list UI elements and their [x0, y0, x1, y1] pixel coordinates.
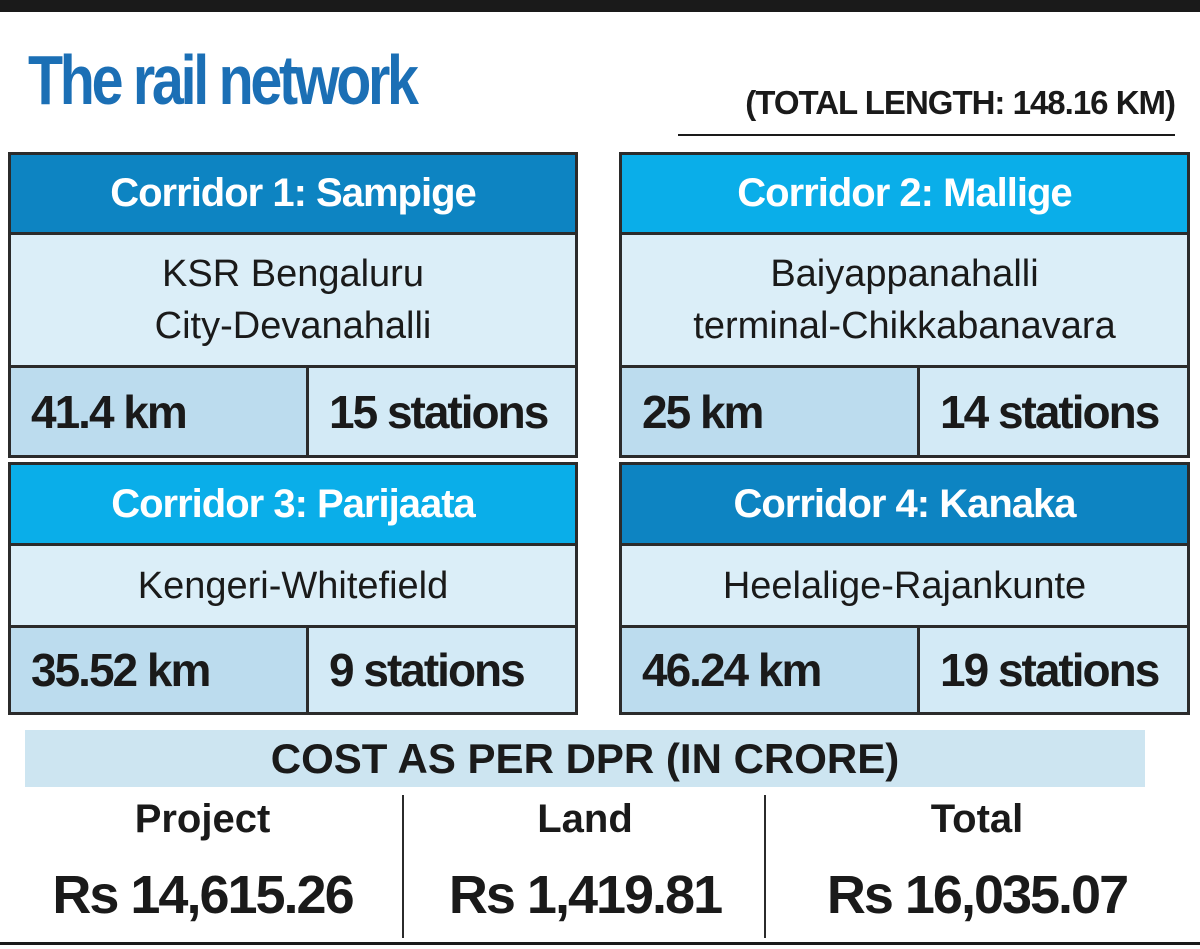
route-line: KSR Bengaluru [162, 253, 424, 295]
cost-label: Total [930, 797, 1024, 841]
bottom-line [0, 942, 1200, 945]
divider [764, 795, 766, 938]
corridor-length: 25 km [622, 368, 917, 455]
corridor-route: Kengeri-Whitefield [11, 546, 575, 625]
corridor-name: Corridor 1: Sampige [11, 155, 575, 232]
corridor-route: KSR Bengaluru City-Devanahalli [11, 235, 575, 365]
route-line: Heelalige-Rajankunte [722, 564, 1087, 607]
corridor-length: 35.52 km [11, 628, 306, 712]
route-line: City-Devanahalli [154, 305, 432, 347]
cost-column: Total Rs 16,035.07 [767, 795, 1187, 940]
cost-label: Project [134, 797, 271, 841]
corridor-card: Corridor 1: Sampige KSR Bengaluru City-Dev… [8, 152, 578, 458]
cost-label: Land [537, 797, 633, 841]
corridor-route: Heelalige-Rajankunte [622, 546, 1187, 625]
route-line: Baiyappanahalli [770, 253, 1039, 295]
cost-value: Rs 14,615.26 [52, 865, 354, 925]
title: The rail network [28, 41, 419, 119]
cost-title: COST AS PER DPR (IN CRORE) [25, 730, 1145, 787]
corridor-stats: 41.4 km 15 stations [11, 368, 575, 455]
corridor-stations: 14 stations [920, 368, 1187, 455]
corridor-stations: 19 stations [920, 628, 1187, 712]
corridor-stats: 35.52 km 9 stations [11, 628, 575, 712]
corridor-card: Corridor 4: Kanaka Heelalige-Rajankunte 46… [619, 462, 1190, 715]
corridor-name: Corridor 3: Parijaata [11, 465, 575, 543]
corridor-card: Corridor 3: Parijaata Kengeri-Whitefield 3… [8, 462, 578, 715]
corridor-name: Corridor 4: Kanaka [622, 465, 1187, 543]
corridor-card: Corridor 2: Mallige Baiyappanahalli termin… [619, 152, 1190, 458]
route-line: Kengeri-Whitefield [137, 564, 449, 607]
corridor-stats: 25 km 14 stations [622, 368, 1187, 455]
cost-column: Land Rs 1,419.81 [405, 795, 765, 940]
cost-value: Rs 16,035.07 [826, 865, 1129, 925]
cost-value: Rs 1,419.81 [448, 865, 723, 925]
divider [402, 795, 404, 938]
top-bar [0, 0, 1200, 12]
route-line: terminal-Chikkabanavara [693, 305, 1116, 347]
corridor-route: Baiyappanahalli terminal-Chikkabanavara [622, 235, 1187, 365]
corridor-length: 46.24 km [622, 628, 917, 712]
cost-column: Project Rs 14,615.26 [15, 795, 390, 940]
total-length-note: (TOTAL LENGTH: 148.16 KM) [678, 84, 1176, 136]
corridor-stations: 15 stations [309, 368, 575, 455]
corridor-stations: 9 stations [309, 628, 575, 712]
corridor-stats: 46.24 km 19 stations [622, 628, 1187, 712]
corridor-name: Corridor 2: Mallige [622, 155, 1187, 232]
corridor-length: 41.4 km [11, 368, 306, 455]
